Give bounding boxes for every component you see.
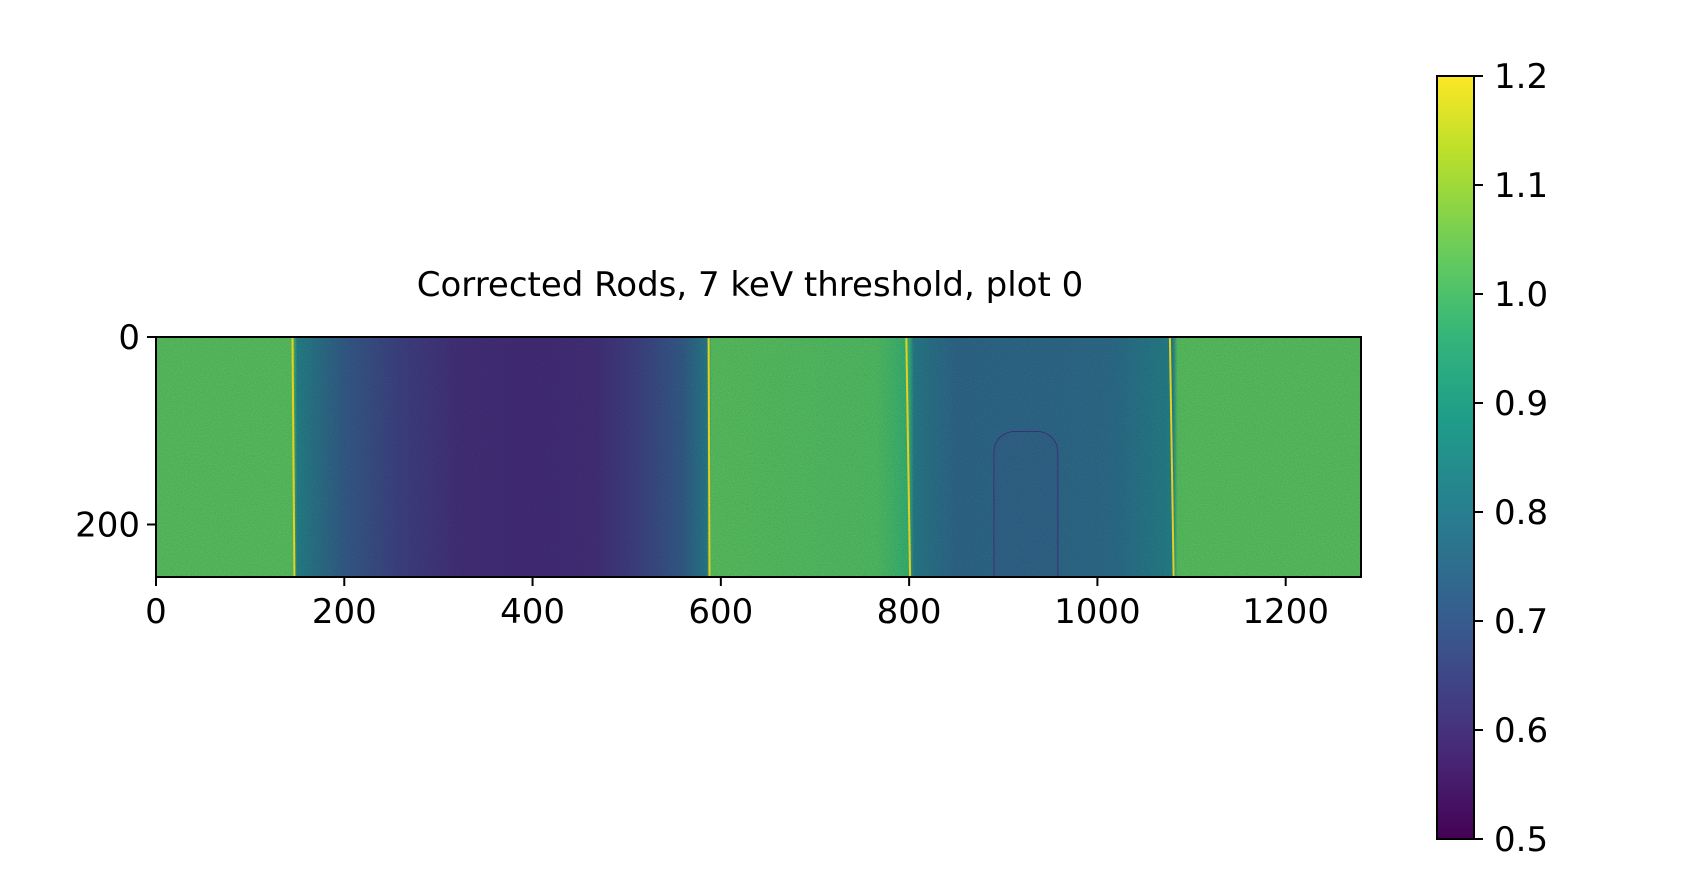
y-axis: 0 200 — [75, 318, 156, 546]
x-tick-label: 0 — [145, 592, 167, 632]
x-tick-label: 1000 — [1054, 592, 1141, 632]
colorbar-scale — [1436, 75, 1475, 840]
colorbar: 0.5 0.6 0.7 0.8 0.9 1.0 1.1 1.2 — [1436, 57, 1548, 860]
heatmap-plot-area — [155, 336, 1362, 578]
x-axis: 0 200 400 600 800 1000 1200 — [145, 577, 1329, 632]
y-tick-label: 200 — [75, 506, 140, 546]
plot-frame — [155, 336, 1362, 578]
x-tick-label: 600 — [688, 592, 753, 632]
heatmap-image — [156, 337, 1361, 577]
colorbar-tick-label: 0.8 — [1494, 493, 1548, 533]
y-tick-label: 0 — [118, 318, 140, 358]
colorbar-tick-label: 0.5 — [1494, 820, 1548, 860]
x-tick-label: 400 — [500, 592, 565, 632]
colorbar-tick-label: 1.1 — [1494, 166, 1548, 206]
x-tick-label: 200 — [312, 592, 377, 632]
chart-title: Corrected Rods, 7 keV threshold, plot 0 — [417, 265, 1083, 305]
colorbar-tick-label: 0.9 — [1494, 384, 1548, 424]
colorbar-tick-label: 0.7 — [1494, 602, 1548, 642]
noise-overlay — [156, 337, 1361, 577]
colorbar-tick-label: 1.0 — [1494, 275, 1548, 315]
colorbar-tick-label: 0.6 — [1494, 711, 1548, 751]
colorbar-tick-label: 1.2 — [1494, 57, 1548, 97]
x-tick-label: 800 — [877, 592, 942, 632]
x-tick-label: 1200 — [1242, 592, 1329, 632]
